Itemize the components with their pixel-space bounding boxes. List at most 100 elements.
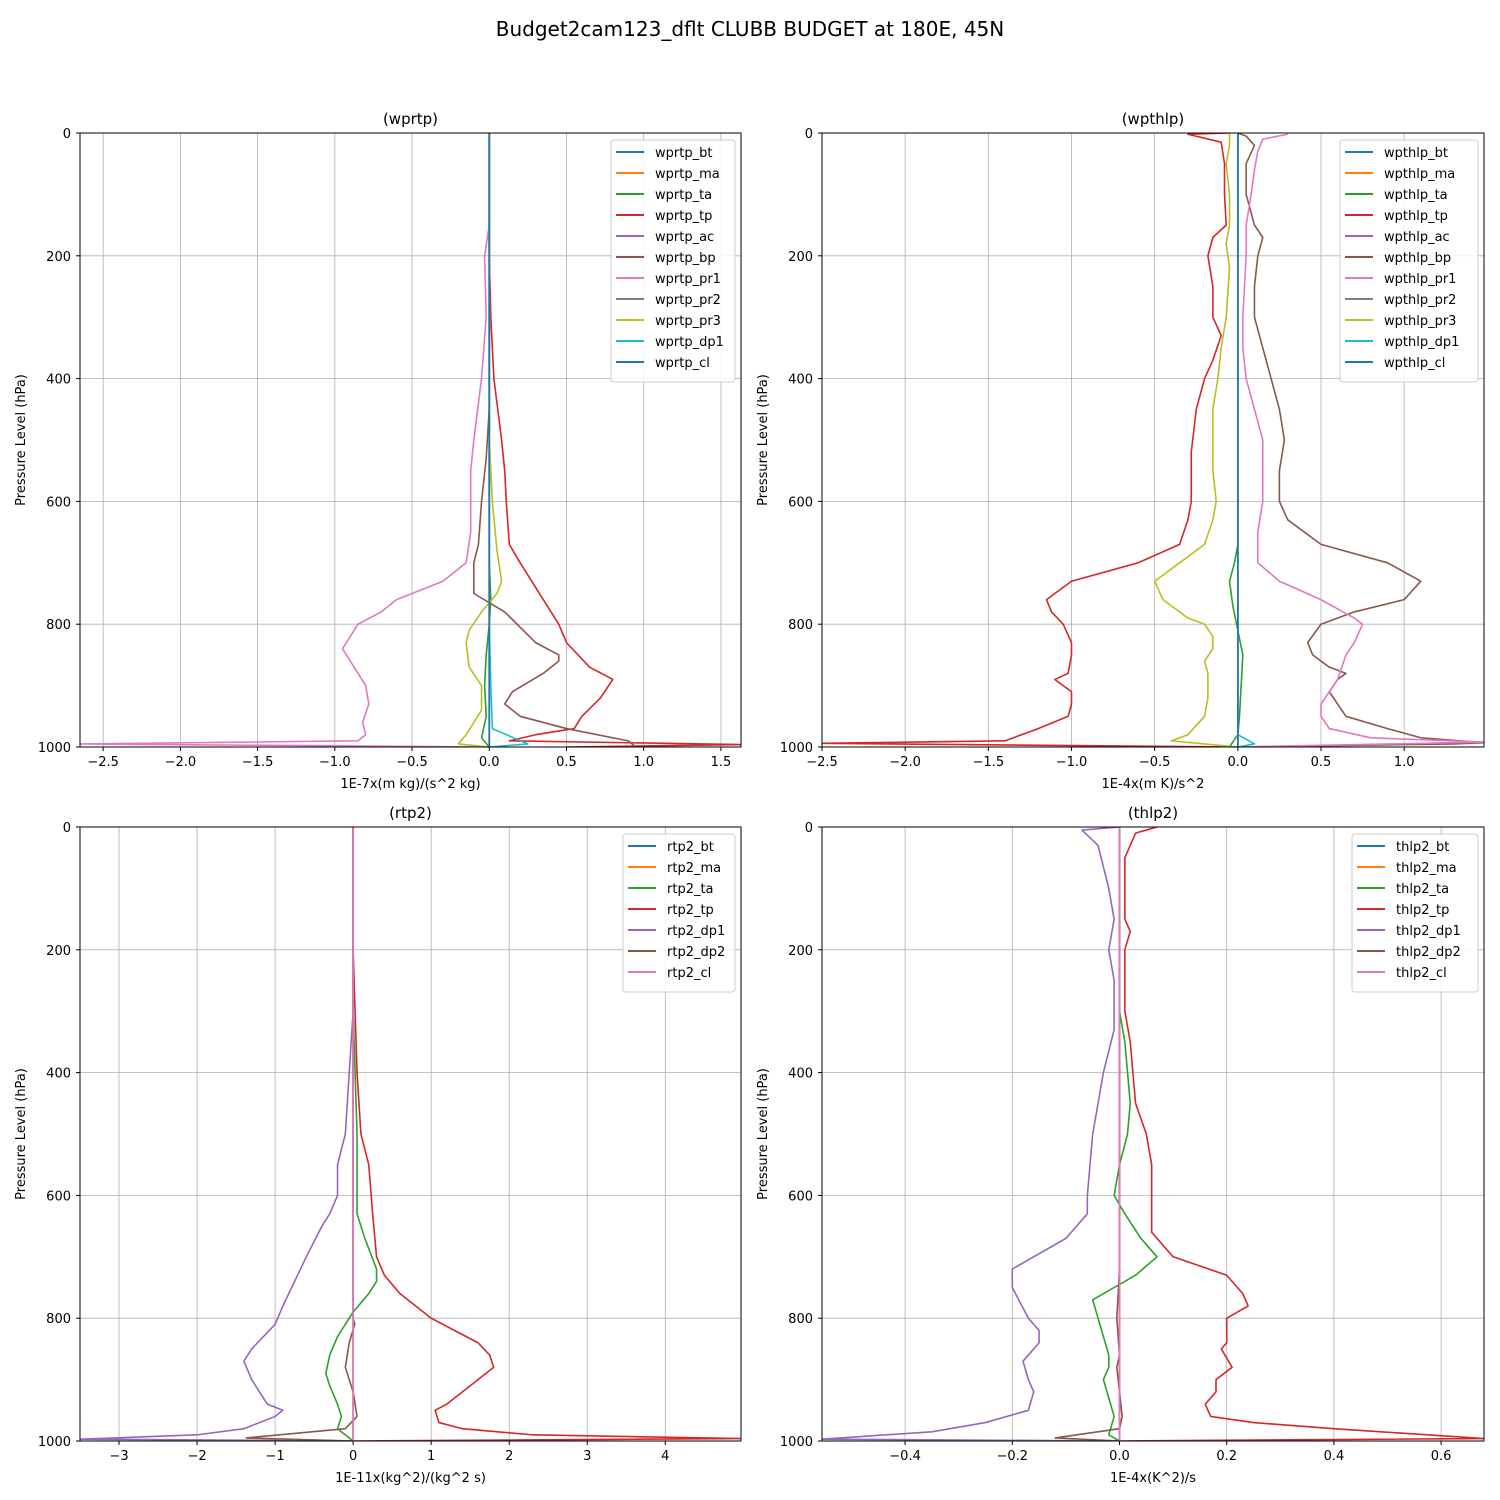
legend-label-wpthlp_pr2: wpthlp_pr2	[1384, 293, 1456, 308]
legend-label-wprtp_dp1: wprtp_dp1	[655, 335, 724, 350]
series-line-thlp2_dp1	[822, 827, 1120, 1441]
panel-title: (wpthlp)	[1122, 110, 1185, 128]
legend-label-wpthlp_cl: wpthlp_cl	[1384, 356, 1445, 371]
x-tick-label: −0.2	[997, 1449, 1029, 1464]
legend-label-wprtp_pr2: wprtp_pr2	[655, 293, 721, 308]
x-tick-label: −3	[109, 1449, 128, 1464]
x-axis-label: 1E-7x(m kg)/(s^2 kg)	[340, 777, 480, 792]
x-axis-label: 1E-4x(K^2)/s	[1110, 1471, 1196, 1486]
y-tick-label: 400	[46, 1067, 71, 1082]
series-line-wpthlp_pr1	[1237, 133, 1484, 747]
series-line-rtp2_tp	[352, 827, 741, 1441]
x-tick-label: −2.5	[806, 755, 838, 770]
legend-label-wpthlp_dp1: wpthlp_dp1	[1384, 335, 1459, 350]
panel-title: (thlp2)	[1128, 804, 1178, 822]
y-tick-label: 0	[63, 821, 71, 836]
x-tick-label: −1	[266, 1449, 285, 1464]
x-tick-label: −2.0	[889, 755, 921, 770]
x-axis-label: 1E-4x(m K)/s^2	[1102, 777, 1205, 792]
legend-label-thlp2_ta: thlp2_ta	[1396, 882, 1449, 897]
series-line-thlp2_tp	[1119, 827, 1484, 1441]
legend-label-rtp2_dp1: rtp2_dp1	[667, 924, 725, 939]
x-tick-label: −1.0	[319, 755, 351, 770]
x-tick-label: 0.4	[1324, 1449, 1345, 1464]
panel-title: (rtp2)	[389, 804, 432, 822]
legend-label-thlp2_dp2: thlp2_dp2	[1396, 945, 1461, 960]
y-tick-label: 800	[46, 618, 71, 633]
legend-label-wprtp_tp: wprtp_tp	[655, 209, 712, 224]
x-tick-label: 0.5	[1311, 755, 1332, 770]
x-tick-label: −2	[187, 1449, 206, 1464]
legend-label-thlp2_tp: thlp2_tp	[1396, 903, 1449, 918]
y-tick-label: 0	[805, 821, 813, 836]
y-tick-label: 400	[788, 1067, 813, 1082]
legend-label-wprtp_ta: wprtp_ta	[655, 188, 712, 203]
x-tick-label: −1.0	[1056, 755, 1088, 770]
legend-box	[1351, 833, 1479, 993]
series-line-wpthlp_bp	[1237, 133, 1484, 747]
x-tick-label: −1.5	[973, 755, 1005, 770]
legend-label-rtp2_dp2: rtp2_dp2	[667, 945, 725, 960]
legend-label-wprtp_ac: wprtp_ac	[655, 230, 714, 245]
legend-label-wprtp_bt: wprtp_bt	[655, 146, 712, 161]
legend-label-rtp2_ma: rtp2_ma	[667, 861, 721, 876]
x-tick-label: −2.5	[87, 755, 119, 770]
legend-label-rtp2_tp: rtp2_tp	[667, 903, 714, 918]
axes-frame	[821, 826, 1485, 1442]
legend-label-thlp2_bt: thlp2_bt	[1396, 840, 1449, 855]
series-line-thlp2_dp2	[1054, 827, 1123, 1441]
y-tick-label: 0	[805, 127, 813, 142]
series-lines	[822, 133, 1484, 747]
legend-label-rtp2_ta: rtp2_ta	[667, 882, 714, 897]
y-tick-label: 400	[46, 373, 71, 388]
x-tick-label: 0.0	[479, 755, 500, 770]
y-tick-label: 200	[46, 250, 71, 265]
x-tick-label: −0.5	[1139, 755, 1171, 770]
x-tick-label: −0.4	[889, 1449, 921, 1464]
series-line-wpthlp_tp	[822, 133, 1238, 747]
x-tick-label: 0.0	[1227, 755, 1248, 770]
x-tick-label: 0.2	[1216, 1449, 1237, 1464]
legend-label-thlp2_ma: thlp2_ma	[1396, 861, 1457, 876]
series-line-wprtp_pr3	[457, 133, 503, 747]
panel-4: −0.4 −0.2 0.0 0.2 0.4 0.6 0 200 400 600 800 1000 (th…	[756, 804, 1485, 1486]
legend-label-wprtp_bp: wprtp_bp	[655, 251, 716, 266]
y-tick-label: 200	[46, 944, 71, 959]
y-tick-label: 800	[788, 1312, 813, 1327]
panel-1: −2.5 −2.0 −1.5 −1.0 −0.5 0.0 0.5 1.0 1.5 0 200 400 6…	[14, 110, 742, 792]
legend-label-rtp2_bt: rtp2_bt	[667, 840, 714, 855]
y-tick-label: 1000	[38, 741, 71, 756]
series-line-wprtp_tp	[488, 133, 741, 747]
x-tick-label: 0.0	[1109, 1449, 1130, 1464]
axes-frame	[821, 132, 1485, 748]
legend-label-wpthlp_ac: wpthlp_ac	[1384, 230, 1450, 245]
y-tick-label: 600	[788, 495, 813, 510]
legend-label-wpthlp_pr1: wpthlp_pr1	[1384, 272, 1456, 287]
series-line-wprtp_bp	[473, 133, 637, 747]
x-tick-label: 0.5	[556, 755, 577, 770]
y-tick-label: 1000	[38, 1435, 71, 1450]
y-tick-label: 600	[46, 1189, 71, 1204]
y-tick-label: 400	[788, 373, 813, 388]
legend-label-wpthlp_tp: wpthlp_tp	[1384, 209, 1448, 224]
legend: thlp2_bt thlp2_ma thlp2_ta thlp2_tp thlp2_dp…	[1351, 833, 1479, 993]
legend-label-wpthlp_ma: wpthlp_ma	[1384, 167, 1455, 182]
x-tick-label: 1.5	[711, 755, 732, 770]
y-axis-label: Pressure Level (hPa)	[756, 374, 771, 506]
series-lines	[822, 827, 1484, 1441]
legend-label-wprtp_cl: wprtp_cl	[655, 356, 710, 371]
panel-3: −3 −2 −1 0 1 2 3 4 0 200 400 600 800 1000 (rtp2) 1E-11x…	[14, 804, 742, 1486]
panels: −2.5 −2.0 −1.5 −1.0 −0.5 0.0 0.5 1.0 1.502004006…	[14, 110, 1485, 1486]
axes-frame	[79, 826, 742, 1442]
legend-box	[1339, 139, 1479, 383]
legend-label-wpthlp_bp: wpthlp_bp	[1384, 251, 1451, 266]
y-tick-label: 600	[46, 495, 71, 510]
legend-label-wpthlp_pr3: wpthlp_pr3	[1384, 314, 1456, 329]
legend-label-wprtp_ma: wprtp_ma	[655, 167, 720, 182]
x-tick-label: 2	[505, 1449, 513, 1464]
legend-label-wpthlp_bt: wpthlp_bt	[1384, 146, 1448, 161]
legend-label-rtp2_cl: rtp2_cl	[667, 966, 711, 981]
x-tick-label: 0	[349, 1449, 357, 1464]
panel-title: (wprtp)	[383, 110, 438, 128]
x-tick-label: −0.5	[396, 755, 428, 770]
